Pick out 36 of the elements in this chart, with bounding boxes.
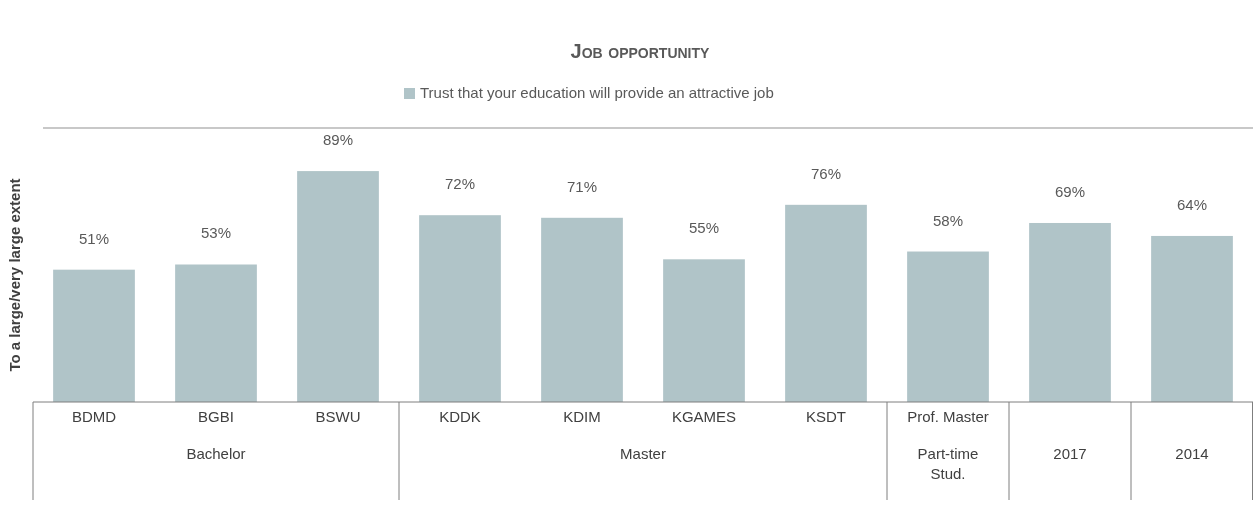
chart-title: Job opportunity [570,40,711,62]
bar [541,217,623,402]
x-tick-label: BGBI [198,408,234,425]
data-label: 53% [200,224,232,242]
bar [419,215,501,402]
data-label: 55% [688,219,720,237]
x-tick-label: Prof. Master [907,408,989,425]
data-label: 89% [322,131,354,149]
bar [1029,222,1111,402]
data-label: 64% [1176,195,1208,213]
bar [1151,235,1233,402]
x-tick-label: BSWU [315,408,361,425]
text: 2014 [1175,445,1209,462]
x-tick-label: BDMD [71,408,117,425]
data-label: 58% [932,211,964,229]
bar [663,259,745,402]
bar [785,204,867,402]
x-tick-label: KDIM [563,408,601,425]
bar [297,171,379,402]
bar [175,264,257,402]
y-axis-title: To a large/very large extent [6,178,23,372]
x-tick-label: KSDT [805,408,847,425]
data-label: 76% [810,164,842,182]
bar [53,269,135,402]
bar [907,251,989,402]
data-label: 69% [1054,182,1086,200]
legend-label: Trust that your education will provide an attractive job [420,84,774,101]
data-label: 72% [444,175,476,193]
text: Bachelor [186,445,246,462]
text: Part-time Stud. [917,445,979,482]
data-label: 51% [78,229,110,247]
text: 2017 [1053,445,1087,462]
x-tick-label: KDDK [439,408,481,425]
data-label: 71% [566,177,598,195]
text: Master [620,445,666,462]
x-tick-label: KGAMES [671,408,737,425]
